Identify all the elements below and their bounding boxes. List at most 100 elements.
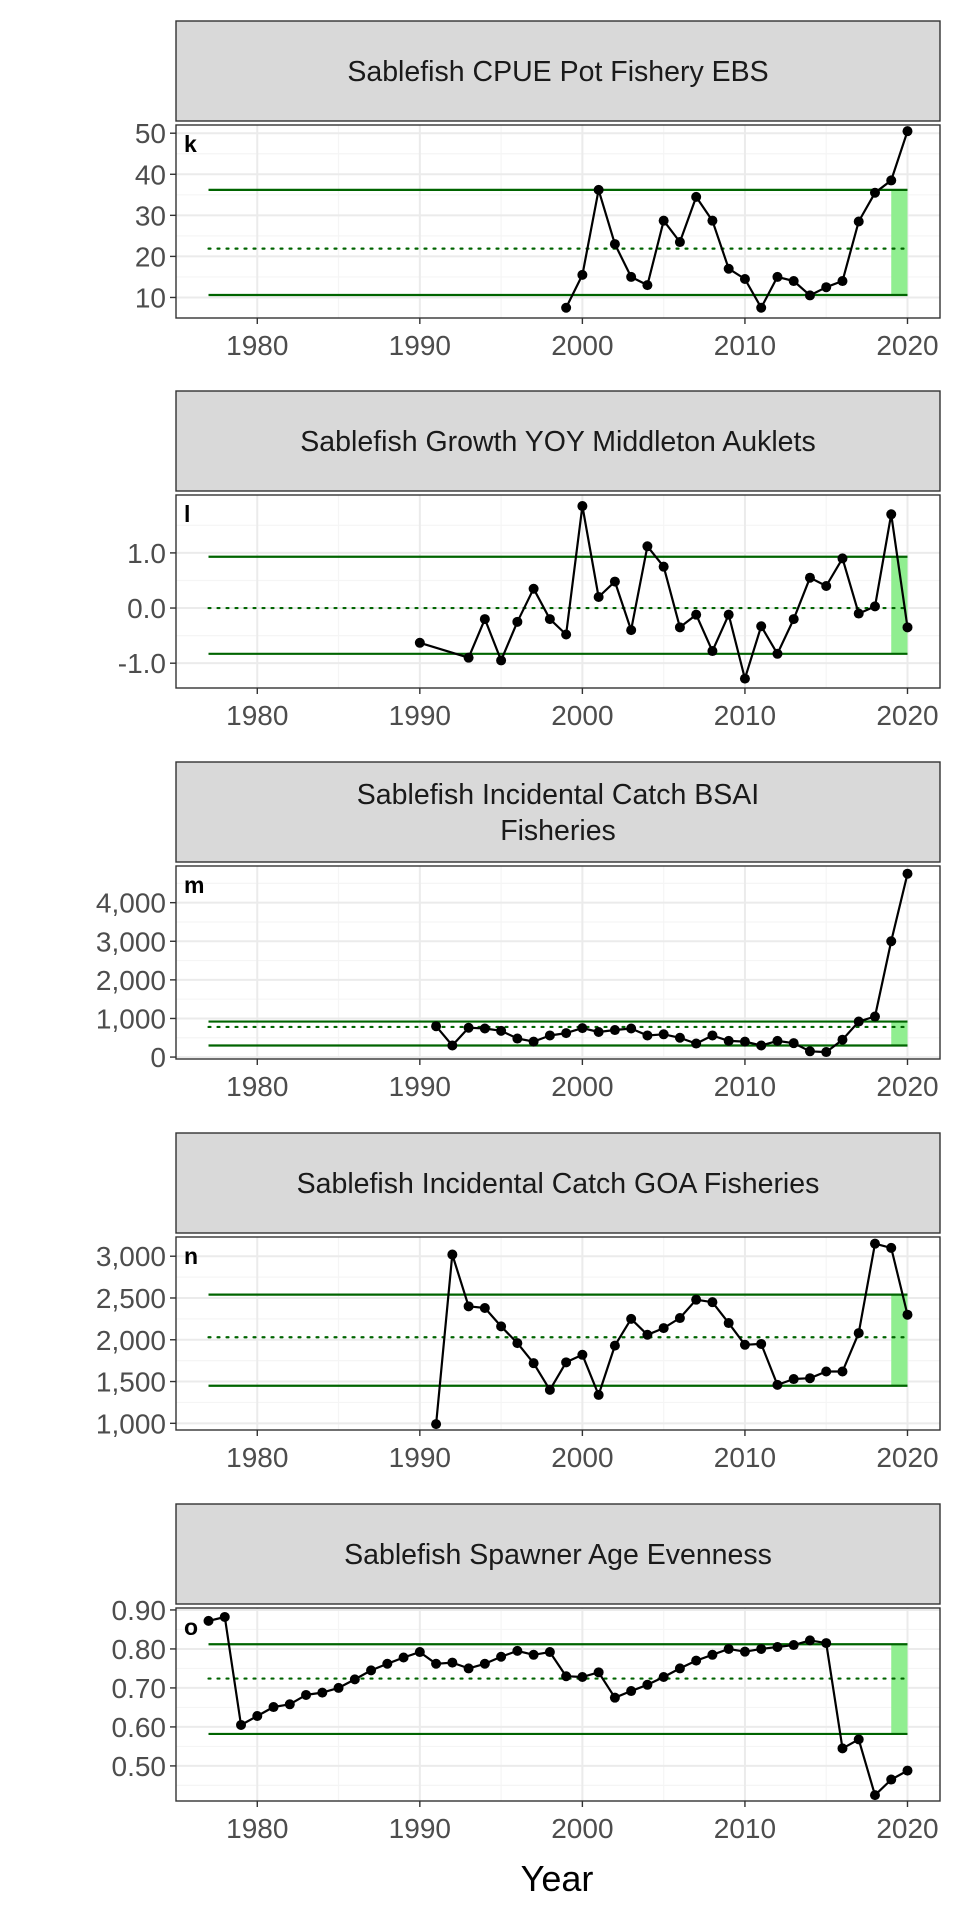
data-point bbox=[447, 1249, 458, 1260]
x-tick-label: 1980 bbox=[226, 1071, 288, 1102]
y-tick-label: 30 bbox=[135, 200, 166, 231]
y-tick-label: 3,000 bbox=[96, 926, 166, 957]
data-point bbox=[821, 1366, 832, 1377]
panel-border bbox=[175, 865, 941, 1060]
data-point bbox=[626, 271, 637, 282]
y-tick-label: 0.70 bbox=[112, 1673, 167, 1704]
data-point bbox=[756, 302, 767, 313]
y-tick-label: -1.0 bbox=[118, 648, 166, 679]
data-point bbox=[821, 580, 832, 591]
data-point bbox=[528, 1358, 539, 1369]
x-tick-label: 1990 bbox=[389, 1442, 451, 1473]
data-point bbox=[886, 509, 897, 520]
data-point bbox=[609, 1340, 620, 1351]
panel-letter-label: n bbox=[184, 1243, 198, 1269]
strip-background bbox=[175, 390, 941, 492]
x-tick-label: 2000 bbox=[551, 700, 613, 731]
x-tick-label: 1990 bbox=[389, 1813, 451, 1844]
data-point bbox=[431, 1419, 442, 1430]
data-point bbox=[496, 1025, 507, 1036]
data-point bbox=[886, 1774, 897, 1785]
data-point bbox=[626, 625, 637, 636]
panel-letter-label: o bbox=[184, 1614, 198, 1640]
strip-title: Sablefish Spawner Age Evenness bbox=[344, 1539, 772, 1571]
plot-background bbox=[176, 125, 940, 318]
data-point bbox=[788, 276, 799, 287]
y-tick-label: 0.50 bbox=[112, 1751, 167, 1782]
y-tick-label: 40 bbox=[135, 159, 166, 190]
data-point bbox=[414, 637, 425, 648]
data-point bbox=[642, 1679, 653, 1690]
plot-background bbox=[176, 495, 940, 688]
y-tick-label: 1,000 bbox=[96, 1003, 166, 1034]
data-point bbox=[772, 648, 783, 659]
x-tick-label: 2010 bbox=[714, 1071, 776, 1102]
data-point bbox=[772, 1035, 783, 1046]
data-point bbox=[788, 614, 799, 625]
data-point bbox=[886, 936, 897, 947]
panel-letter-label: m bbox=[184, 872, 204, 898]
x-tick-label: 2020 bbox=[876, 1442, 938, 1473]
data-point bbox=[853, 1016, 864, 1027]
x-tick-label: 2020 bbox=[876, 1813, 938, 1844]
panel-border bbox=[175, 1236, 941, 1431]
data-point bbox=[626, 1313, 637, 1324]
data-point bbox=[528, 1036, 539, 1047]
data-point bbox=[561, 1357, 572, 1368]
panel-border bbox=[175, 494, 941, 689]
y-tick-label: 10 bbox=[135, 282, 166, 313]
data-point bbox=[902, 1309, 913, 1320]
data-point bbox=[609, 1025, 620, 1036]
x-tick-label: 1990 bbox=[389, 1071, 451, 1102]
data-point bbox=[561, 1028, 572, 1039]
data-point bbox=[496, 1651, 507, 1662]
x-axis-title: Year bbox=[521, 1858, 594, 1899]
panels-group: Sablefish CPUE Pot Fishery EBS k 10 20 30 40 5… bbox=[96, 20, 941, 1844]
data-point bbox=[902, 1765, 913, 1776]
data-point bbox=[739, 673, 750, 684]
data-point bbox=[463, 1022, 474, 1033]
data-point bbox=[626, 1686, 637, 1697]
x-tick-label: 2000 bbox=[551, 1071, 613, 1102]
strip-title: Sablefish CPUE Pot Fishery EBS bbox=[347, 56, 768, 88]
data-point bbox=[577, 501, 588, 512]
y-tick-label: 20 bbox=[135, 241, 166, 272]
data-point bbox=[609, 1692, 620, 1703]
panel-n: Sablefish Incidental Catch GOA Fisheries… bbox=[96, 1132, 941, 1473]
data-point bbox=[593, 592, 604, 603]
data-point bbox=[658, 1672, 669, 1683]
data-point bbox=[561, 1671, 572, 1682]
data-point bbox=[756, 621, 767, 632]
plot-background bbox=[176, 866, 940, 1059]
panel-k: Sablefish CPUE Pot Fishery EBS k 10 20 30 40 5… bbox=[135, 20, 941, 361]
data-point bbox=[447, 1657, 458, 1668]
data-point bbox=[739, 1036, 750, 1047]
data-point bbox=[788, 1374, 799, 1385]
x-tick-label: 2020 bbox=[876, 1071, 938, 1102]
data-point bbox=[723, 609, 734, 620]
data-point bbox=[723, 263, 734, 274]
data-point bbox=[804, 1046, 815, 1057]
data-point bbox=[674, 237, 685, 248]
data-point bbox=[301, 1689, 312, 1700]
data-point bbox=[284, 1699, 295, 1710]
data-point bbox=[642, 1030, 653, 1041]
y-tick-label: 1,000 bbox=[96, 1408, 166, 1439]
y-tick-label: 2,500 bbox=[96, 1283, 166, 1314]
data-point bbox=[707, 1649, 718, 1660]
data-point bbox=[349, 1674, 360, 1685]
data-point bbox=[788, 1038, 799, 1049]
data-point bbox=[414, 1647, 425, 1658]
data-point bbox=[821, 282, 832, 293]
x-tick-label: 2010 bbox=[714, 700, 776, 731]
data-point bbox=[902, 868, 913, 879]
data-point bbox=[658, 1323, 669, 1334]
strip-background bbox=[175, 761, 941, 863]
data-point bbox=[869, 1011, 880, 1022]
data-point bbox=[674, 1663, 685, 1674]
data-point bbox=[366, 1665, 377, 1676]
data-point bbox=[642, 541, 653, 552]
data-point bbox=[626, 1023, 637, 1034]
data-point bbox=[658, 215, 669, 226]
data-point bbox=[642, 280, 653, 291]
